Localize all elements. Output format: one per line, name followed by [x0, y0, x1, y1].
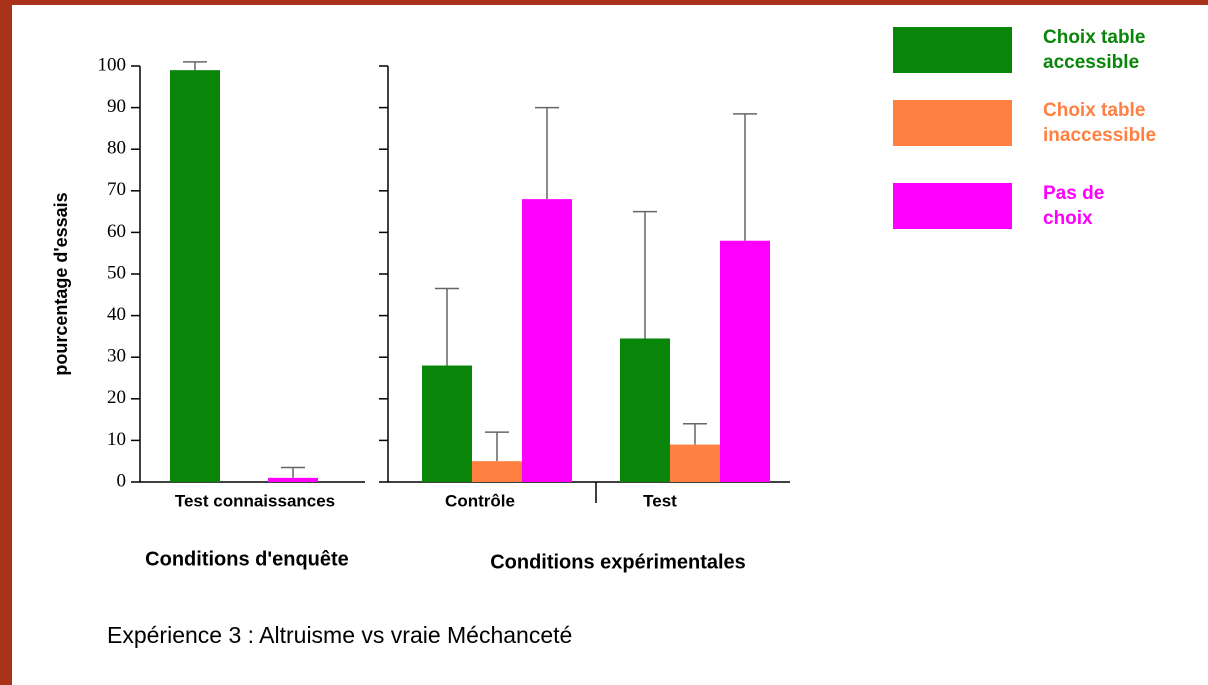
bar — [720, 240, 770, 482]
y-tick-label: 30 — [107, 346, 126, 367]
bar — [522, 199, 572, 482]
x-axis-label: Conditions d'enquête — [145, 548, 349, 570]
x-tick-label: Contrôle — [445, 491, 515, 510]
legend-label: Choix table inaccessible — [1043, 100, 1157, 146]
y-tick-label: 70 — [107, 179, 126, 200]
x-tick-label: Test — [643, 491, 677, 510]
y-tick-label: 90 — [107, 96, 126, 117]
y-tick-label: 50 — [107, 262, 126, 283]
legend-swatch — [893, 183, 1012, 229]
legend-swatch — [893, 27, 1012, 73]
y-axis-label: pourcentage d'essais — [51, 192, 71, 375]
bar — [268, 477, 318, 482]
bar — [620, 338, 670, 482]
y-tick-label: 80 — [107, 138, 126, 159]
bar — [170, 70, 220, 482]
x-tick-label: Test connaissances — [175, 491, 335, 510]
legend-swatch — [893, 100, 1012, 146]
y-tick-label: 40 — [107, 304, 126, 325]
legend-label: Pas de choix — [1043, 183, 1105, 229]
y-tick-label: 20 — [107, 387, 126, 408]
caption: Expérience 3 : Altruisme vs vraie Méchan… — [107, 622, 572, 648]
y-tick-label: 60 — [107, 221, 126, 242]
y-tick-label: 100 — [98, 54, 127, 75]
legend-label: Choix table accessible — [1043, 27, 1146, 73]
y-tick-label: 10 — [107, 429, 126, 450]
y-tick-label: 0 — [117, 470, 127, 491]
x-axis-label: Conditions expérimentales — [490, 551, 746, 573]
bar — [670, 444, 720, 482]
bar — [422, 365, 472, 482]
bar — [472, 461, 522, 482]
